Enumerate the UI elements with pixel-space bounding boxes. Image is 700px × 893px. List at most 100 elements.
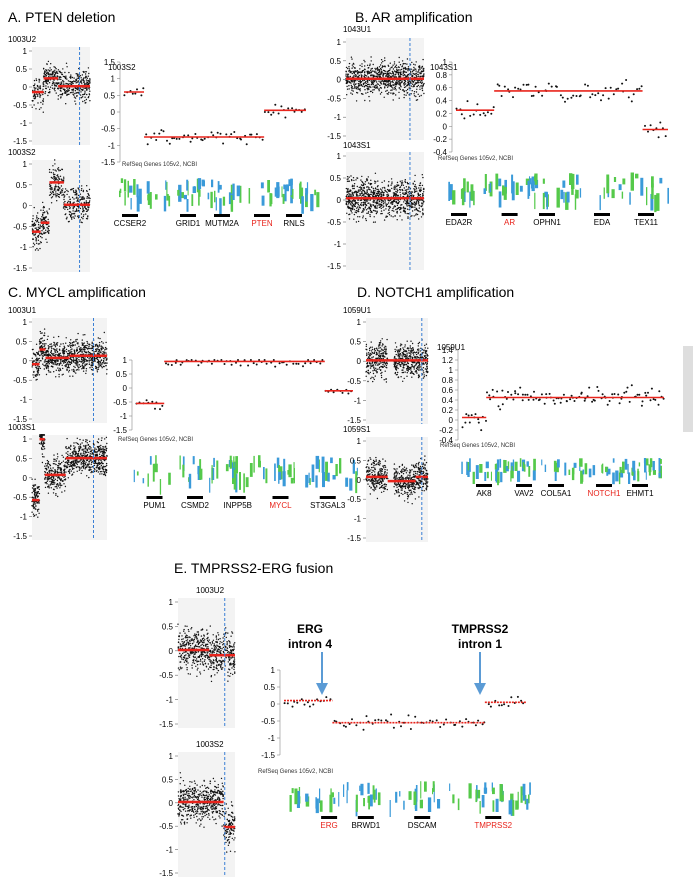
data-point <box>395 89 397 91</box>
data-point <box>102 347 105 349</box>
data-point <box>58 465 60 467</box>
data-point <box>95 348 97 351</box>
data-point <box>41 453 44 455</box>
data-point <box>101 454 103 456</box>
data-point <box>345 202 348 205</box>
zoom-point <box>160 129 163 132</box>
data-point <box>67 89 69 91</box>
gene-label: PTEN <box>251 219 273 228</box>
data-point <box>56 179 58 181</box>
data-point <box>55 85 57 87</box>
y-tick-label: -1.5 <box>13 264 27 273</box>
data-point <box>63 476 65 479</box>
data-point <box>55 485 57 488</box>
data-point <box>33 501 36 503</box>
data-point <box>58 348 61 350</box>
data-point <box>394 86 396 89</box>
data-point <box>70 74 72 76</box>
data-point <box>369 64 371 67</box>
data-point <box>93 464 96 467</box>
data-point <box>70 81 72 83</box>
data-point <box>420 205 422 207</box>
data-point <box>70 470 73 472</box>
data-point <box>84 364 86 367</box>
data-point <box>77 91 79 94</box>
data-point <box>416 82 418 84</box>
zoom-point <box>142 87 145 90</box>
data-point <box>106 362 108 364</box>
data-point <box>87 463 89 465</box>
gene-label: RNLS <box>283 219 304 228</box>
data-point <box>32 374 34 376</box>
data-point <box>379 188 382 190</box>
zoom-point <box>514 86 517 89</box>
y-tick-label: 1 <box>337 152 342 161</box>
data-point <box>37 510 39 512</box>
gene-track-bar <box>191 194 194 206</box>
data-point <box>60 90 62 92</box>
data-point <box>41 448 43 450</box>
data-point <box>78 360 81 362</box>
data-point <box>69 468 71 471</box>
data-point <box>347 75 349 77</box>
gene-track-bar <box>215 197 217 211</box>
data-point <box>82 190 85 193</box>
data-point <box>44 79 47 81</box>
data-point <box>68 213 71 216</box>
data-point <box>415 188 418 190</box>
data-point <box>46 227 48 229</box>
data-point <box>407 76 409 78</box>
data-point <box>405 192 408 194</box>
data-point <box>70 349 72 351</box>
data-point <box>421 75 423 78</box>
data-point <box>68 196 70 198</box>
data-point <box>371 91 374 94</box>
data-point <box>383 191 385 194</box>
data-point <box>73 201 75 203</box>
data-point <box>423 73 425 75</box>
y-tick-label: 0 <box>23 202 28 211</box>
data-point <box>403 207 405 209</box>
data-point <box>74 90 77 92</box>
data-point <box>85 79 88 81</box>
data-point <box>365 84 368 87</box>
data-point <box>86 363 88 365</box>
data-point <box>406 212 408 215</box>
data-point <box>417 203 420 205</box>
data-point <box>58 471 60 474</box>
data-point <box>411 83 414 85</box>
data-point <box>39 96 41 98</box>
data-point <box>89 359 91 361</box>
data-point <box>369 86 371 88</box>
data-point <box>40 241 42 244</box>
data-point <box>73 471 75 473</box>
data-point <box>359 199 361 202</box>
panel-c-sample-bottom: 1003S1 <box>8 423 36 432</box>
data-point <box>43 232 45 235</box>
data-point <box>32 506 35 508</box>
data-point <box>414 174 416 177</box>
data-point <box>65 461 68 463</box>
data-point <box>370 186 373 188</box>
data-point <box>100 451 102 453</box>
data-point <box>372 83 374 86</box>
data-point <box>385 204 387 206</box>
data-point <box>48 168 51 171</box>
data-point <box>100 347 103 349</box>
data-point <box>354 83 356 86</box>
data-point <box>38 366 41 368</box>
data-point <box>353 179 355 182</box>
data-point <box>71 360 73 362</box>
data-point <box>357 82 360 85</box>
data-point <box>367 212 369 214</box>
data-point <box>358 186 360 189</box>
data-point <box>35 505 37 507</box>
data-point <box>72 375 74 377</box>
data-point <box>46 463 49 465</box>
data-point <box>98 364 101 366</box>
data-point <box>88 188 91 191</box>
data-point <box>374 201 376 204</box>
data-point <box>86 77 89 80</box>
data-point <box>350 92 352 94</box>
data-point <box>49 69 51 72</box>
